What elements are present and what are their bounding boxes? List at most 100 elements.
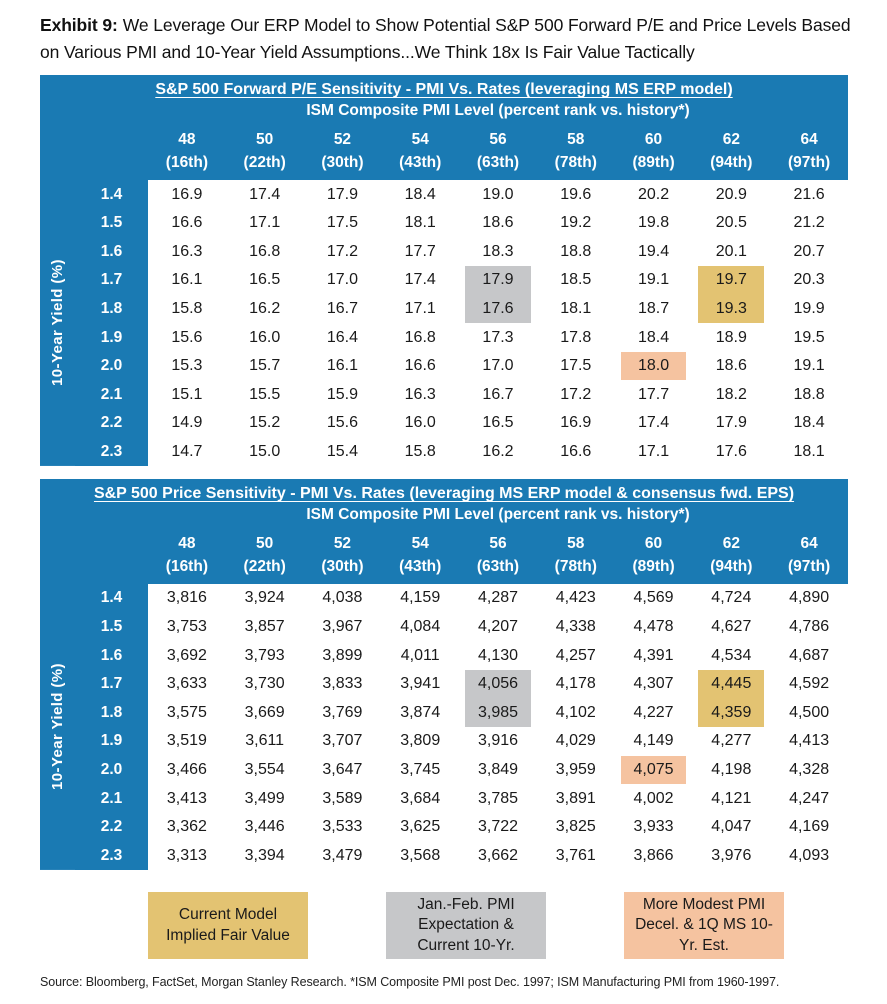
cell-1.7-56: 4,056 (459, 669, 537, 699)
col-header-pmi-58: 58 (78th) (537, 128, 615, 174)
cell-2.1-52: 15.9 (326, 385, 358, 403)
pmi-percent-rank: (22th) (243, 154, 286, 172)
row-header-yield-1.9: 1.9 (75, 727, 148, 756)
cell-2.1-54: 3,684 (400, 789, 441, 807)
pmi-percent-rank: (78th) (554, 558, 597, 576)
col-header-pmi-64: 64 (97th) (770, 128, 848, 174)
cell-1.4-64: 4,890 (789, 589, 830, 607)
row-header-yield-1.4: 1.4 (75, 584, 148, 613)
cell-2.0-64: 4,328 (789, 761, 830, 779)
cell-1.7-52: 17.0 (326, 271, 358, 289)
table-title-text: S&P 500 Price Sensitivity - PMI Vs. Rate… (93, 485, 795, 503)
cell-1.9-52: 3,707 (322, 732, 363, 750)
cell-2.0-62: 18.6 (715, 357, 747, 375)
pmi-value: 58 (567, 535, 585, 553)
cell-1.6-56: 18.3 (482, 242, 514, 260)
pmi-value: 64 (800, 131, 818, 149)
cell-2.0-50: 3,554 (244, 761, 285, 779)
cell-1.8-48: 15.8 (171, 299, 203, 317)
cell-1.9-58: 17.8 (560, 328, 592, 346)
cell-2.3-50: 15.0 (249, 442, 281, 460)
cell-1.6-54: 17.7 (404, 242, 436, 260)
cell-1.9-50: 3,611 (245, 732, 285, 750)
row-header-yield-2.1: 2.1 (75, 380, 148, 409)
cell-1.5-62: 4,627 (711, 618, 752, 636)
column-header-spacer (40, 532, 148, 578)
cell-2.2-54: 3,625 (400, 818, 441, 836)
cell-1.4-54: 18.4 (404, 185, 436, 203)
cell-2.1-60: 17.7 (637, 385, 670, 403)
cell-1.5-56: 18.6 (482, 214, 514, 232)
col-header-pmi-50: 50 (22th) (226, 532, 304, 578)
cell-1.8-52: 3,769 (322, 703, 363, 721)
pmi-value: 54 (411, 535, 429, 553)
cell-2.1-52: 3,589 (322, 789, 363, 807)
pmi-value: 50 (256, 131, 274, 149)
cell-1.4-52: 4,038 (322, 589, 363, 607)
cell-2.3-64: 4,093 (789, 846, 830, 864)
col-header-pmi-48: 48 (16th) (148, 128, 226, 174)
row-header-yield-1.9: 1.9 (75, 323, 148, 352)
cell-2.3-56: 3,662 (477, 846, 519, 864)
legend-label-gold: Current Model Implied Fair Value (166, 906, 290, 944)
cell-2.0-54: 3,745 (400, 761, 441, 779)
table-title: S&P 500 Forward P/E Sensitivity - PMI Vs… (40, 75, 848, 102)
cell-1.5-62: 20.5 (715, 214, 747, 232)
cell-1.9-52: 16.4 (326, 328, 358, 346)
cell-1.4-48: 16.9 (171, 185, 203, 203)
col-header-pmi-52: 52 (30th) (304, 128, 382, 174)
cell-2.2-56: 3,722 (477, 818, 519, 836)
row-header-yield-2.3: 2.3 (75, 437, 148, 467)
cell-1.7-56: 17.9 (459, 266, 537, 295)
price-sensitivity-table: S&P 500 Price Sensitivity - PMI Vs. Rate… (40, 479, 848, 871)
cell-2.1-50: 15.5 (249, 385, 281, 403)
cell-1.4-56: 19.0 (482, 185, 514, 203)
cell-1.8-50: 16.2 (249, 299, 281, 317)
pmi-value: 48 (178, 131, 196, 149)
cell-1.8-58: 18.1 (560, 299, 592, 317)
col-header-pmi-54: 54 (43th) (381, 532, 459, 578)
row-header-yield-2.2: 2.2 (75, 812, 148, 842)
cell-1.5-54: 4,084 (400, 618, 441, 636)
cell-1.6-62: 20.1 (715, 242, 747, 260)
cell-1.7-50: 16.5 (249, 271, 281, 289)
cell-1.6-48: 16.3 (171, 242, 203, 260)
cell-2.3-48: 14.7 (171, 442, 203, 460)
cell-2.0-56: 17.0 (482, 357, 514, 375)
cell-2.1-50: 3,499 (244, 789, 285, 807)
cell-1.7-48: 3,633 (166, 675, 207, 693)
cell-1.7-60: 4,307 (633, 675, 674, 693)
cell-1.9-50: 16.0 (249, 328, 281, 346)
cell-1.4-56: 4,287 (477, 589, 519, 607)
cell-1.5-60: 19.8 (637, 214, 670, 232)
cell-1.6-48: 3,692 (166, 646, 207, 664)
yield-axis-label: 10-Year Yield (%) (40, 584, 75, 871)
cell-2.2-64: 18.4 (793, 414, 825, 432)
cell-2.3-52: 3,479 (322, 846, 363, 864)
cell-2.0-58: 3,959 (555, 761, 596, 779)
cell-2.0-56: 3,849 (477, 761, 519, 779)
pmi-value: 50 (256, 535, 274, 553)
row-header-yield-2.0: 2.0 (75, 755, 148, 785)
pmi-percent-rank: (43th) (399, 154, 442, 172)
cell-2.2-56: 16.5 (482, 414, 514, 432)
cell-1.7-58: 18.5 (560, 271, 592, 289)
cell-1.6-56: 4,130 (477, 646, 519, 664)
cell-1.4-62: 20.9 (715, 185, 747, 203)
pmi-value: 54 (411, 131, 429, 149)
row-header-yield-1.8: 1.8 (75, 698, 148, 728)
col-header-pmi-54: 54 (43th) (381, 128, 459, 174)
cell-1.9-64: 4,413 (789, 732, 830, 750)
cell-1.4-48: 3,816 (166, 589, 207, 607)
cell-1.4-50: 3,924 (244, 589, 285, 607)
cell-1.8-60: 18.7 (637, 299, 670, 317)
pmi-percent-rank: (97th) (788, 154, 831, 172)
cell-1.9-62: 18.9 (715, 328, 747, 346)
cell-1.8-56: 3,985 (459, 698, 537, 728)
column-header-row: 48 (16th) 50 (22th) 52 (30th) 54 (43th) 56 (63th)… (40, 528, 848, 584)
col-header-pmi-58: 58 (78th) (537, 532, 615, 578)
row-header-yield-2.3: 2.3 (75, 841, 148, 871)
cell-1.4-60: 20.2 (637, 185, 670, 203)
table-body: 10-Year Yield (%) 1.4 16.9 17.4 17.9 18.4 19.0… (40, 180, 848, 467)
cell-1.6-50: 3,793 (244, 646, 285, 664)
